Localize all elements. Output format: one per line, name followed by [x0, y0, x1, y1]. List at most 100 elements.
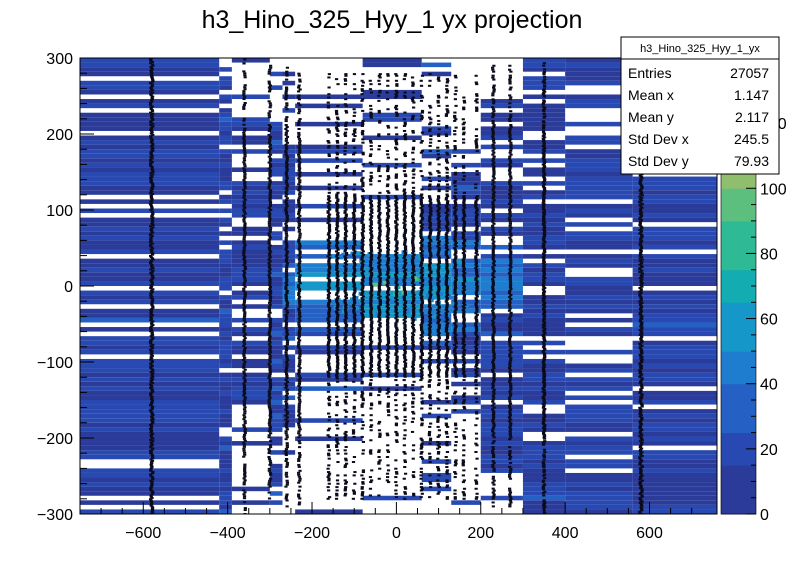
event-marker: [327, 263, 331, 266]
event-marker: [386, 340, 391, 343]
event-marker: [352, 121, 356, 124]
event-marker: [334, 337, 339, 340]
event-marker: [268, 169, 273, 172]
event-marker: [436, 185, 440, 188]
event-marker: [394, 79, 399, 82]
event-marker: [411, 83, 415, 86]
heatmap-cell: [231, 331, 270, 337]
event-marker: [386, 267, 390, 270]
event-marker: [352, 213, 356, 216]
event-marker: [402, 118, 407, 121]
event-marker: [420, 295, 424, 298]
event-marker: [268, 218, 272, 221]
event-marker: [360, 474, 364, 477]
event-marker: [360, 312, 364, 315]
event-marker: [326, 318, 330, 321]
event-marker: [436, 482, 440, 485]
event-marker: [386, 325, 390, 328]
event-marker: [461, 128, 466, 131]
heatmap-cell: [565, 240, 633, 245]
event-marker: [297, 436, 301, 439]
event-marker: [475, 228, 479, 231]
event-marker: [150, 60, 154, 63]
event-marker: [336, 257, 340, 260]
event-marker: [386, 450, 391, 453]
event-marker: [284, 96, 288, 99]
event-marker: [427, 430, 432, 433]
event-marker: [475, 374, 479, 377]
event-marker: [420, 275, 424, 278]
event-marker: [462, 320, 466, 323]
event-marker: [420, 283, 425, 286]
event-marker: [445, 364, 449, 367]
event-marker: [361, 317, 365, 320]
heatmap-cell: [282, 162, 296, 168]
event-marker: [150, 142, 155, 145]
heatmap-cell: [417, 255, 424, 260]
event-marker: [453, 392, 457, 395]
heatmap-cell: [219, 94, 232, 100]
event-marker: [268, 278, 272, 281]
event-marker: [297, 228, 302, 231]
event-marker: [361, 452, 365, 455]
event-marker: [243, 72, 247, 75]
event-marker: [352, 297, 356, 300]
event-marker: [284, 286, 288, 289]
event-marker: [453, 173, 457, 176]
event-marker: [370, 469, 374, 472]
heatmap-cell: [421, 240, 452, 245]
event-marker: [243, 171, 247, 174]
event-marker: [370, 340, 374, 343]
event-marker: [327, 337, 331, 340]
event-marker: [285, 483, 289, 486]
event-marker: [242, 451, 247, 454]
heatmap-cell: [480, 231, 523, 236]
event-marker: [343, 131, 348, 134]
event-marker: [437, 415, 441, 418]
event-marker: [445, 444, 449, 447]
heatmap-cell: [282, 377, 296, 382]
event-marker: [428, 442, 432, 445]
event-marker: [394, 195, 398, 198]
event-marker: [267, 185, 271, 188]
event-marker: [360, 337, 364, 340]
event-marker: [360, 188, 365, 191]
event-marker: [420, 280, 425, 283]
event-marker: [268, 369, 272, 372]
event-marker: [353, 482, 357, 485]
event-marker: [336, 248, 340, 251]
event-marker: [446, 270, 450, 273]
event-marker: [369, 429, 373, 432]
event-marker: [297, 465, 301, 468]
event-marker: [351, 429, 356, 432]
event-marker: [462, 419, 467, 422]
event-marker: [462, 213, 467, 216]
heatmap-cell: [632, 340, 717, 346]
event-marker: [267, 242, 271, 245]
event-marker: [378, 467, 382, 470]
event-marker: [150, 242, 154, 245]
event-marker: [361, 121, 365, 124]
event-marker: [377, 420, 382, 423]
heatmap-cell: [480, 190, 523, 195]
event-marker: [328, 332, 332, 335]
event-marker: [403, 407, 407, 410]
event-marker: [395, 84, 399, 87]
event-marker: [344, 141, 348, 144]
heatmap-cell: [565, 172, 633, 177]
event-marker: [285, 244, 289, 247]
event-marker: [419, 327, 424, 330]
event-marker: [268, 347, 272, 350]
event-marker: [297, 72, 301, 75]
event-marker: [444, 342, 449, 345]
event-marker: [297, 481, 301, 484]
event-marker: [297, 382, 302, 385]
event-marker: [463, 206, 467, 209]
event-marker: [411, 372, 415, 375]
event-marker: [243, 262, 247, 265]
event-marker: [285, 428, 289, 431]
event-marker: [475, 338, 479, 341]
event-marker: [268, 137, 272, 140]
event-marker: [151, 231, 155, 234]
event-marker: [453, 313, 457, 316]
